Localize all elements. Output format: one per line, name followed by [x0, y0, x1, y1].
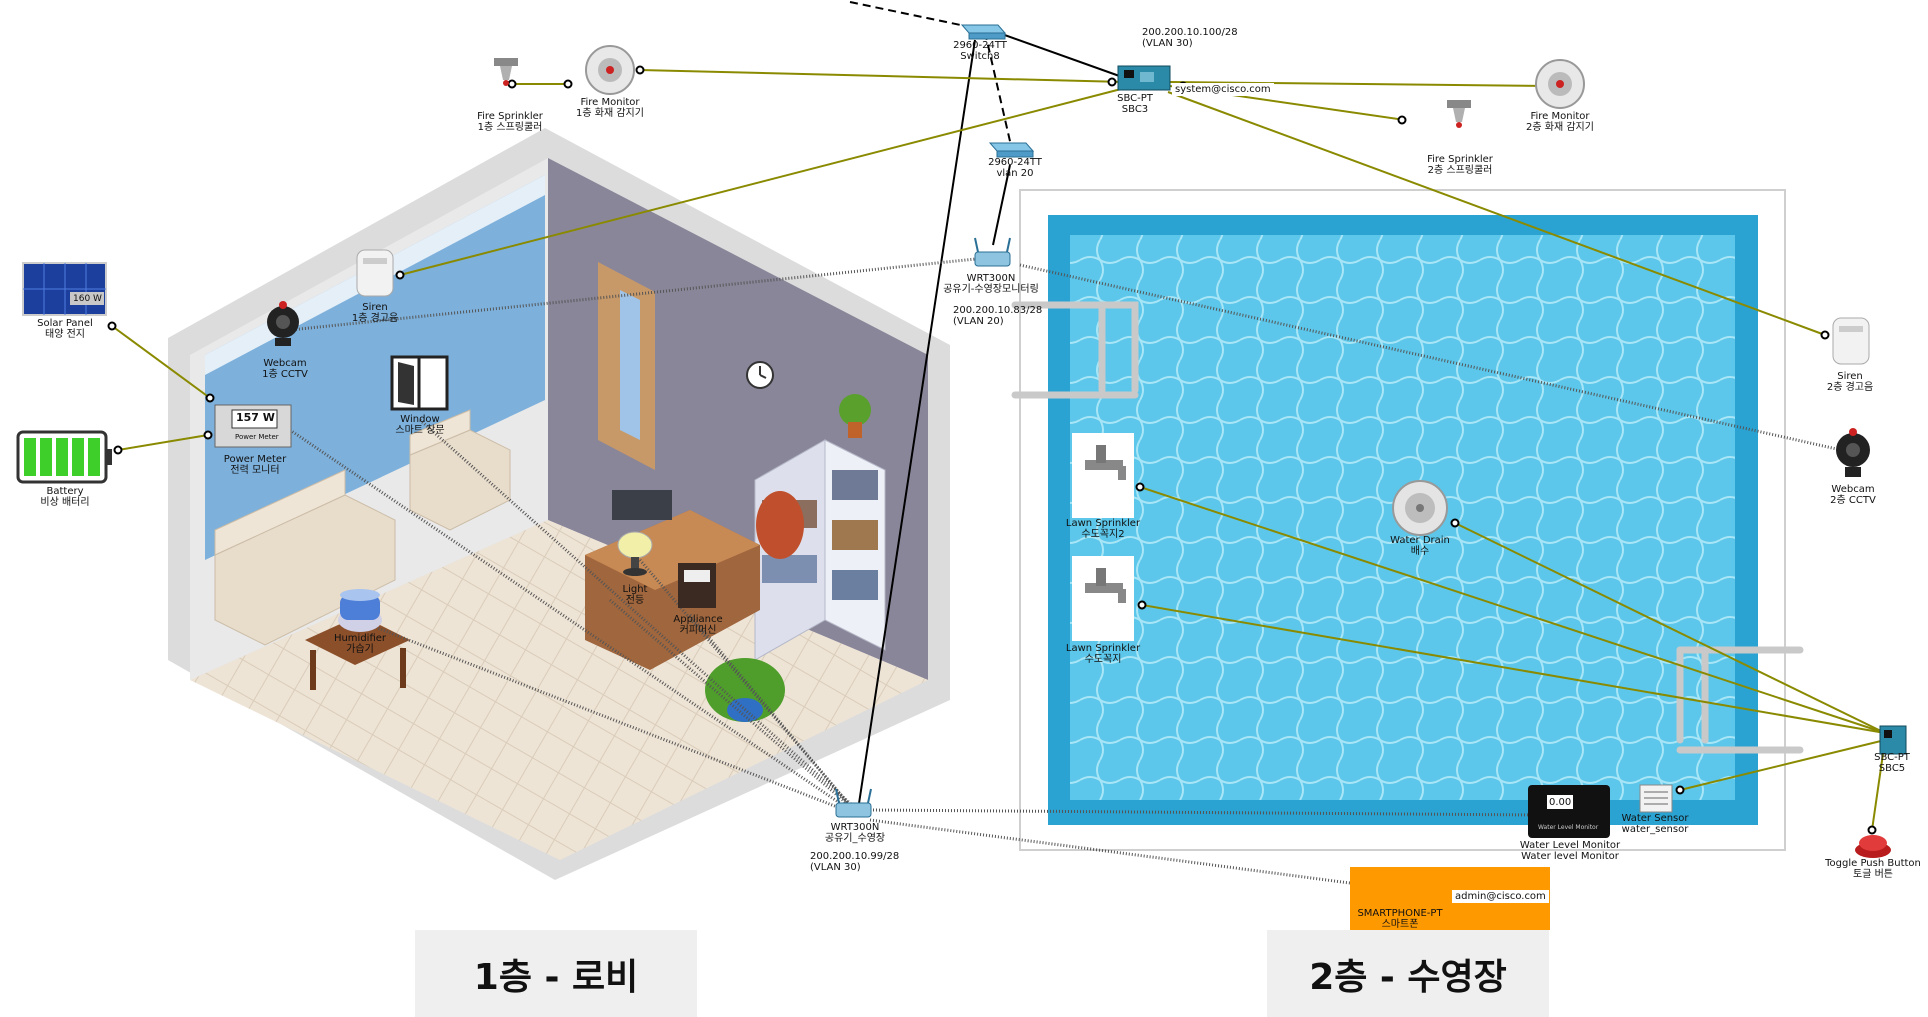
water-level-readout: 0.00	[1549, 797, 1572, 808]
fire-sprinkler-1-label: Fire Sprinkler 1층 스프링쿨러	[477, 111, 543, 133]
power-meter-readout: 157 W	[236, 411, 275, 424]
fire-sprinkler-2-icon[interactable]	[1447, 100, 1471, 128]
wrt-pool-router-icon[interactable]	[974, 237, 1011, 267]
toggle-button-label: Toggle Push Button 토글 버튼	[1825, 858, 1921, 880]
water-level-caption: Water Level Monitor	[1538, 824, 1599, 831]
siren-1-label: Siren 1층 경고음	[351, 302, 399, 324]
light-icon[interactable]	[617, 531, 653, 576]
appliance-label: Appliance 커피머신	[673, 614, 723, 636]
lawn-sprinkler-1-icon[interactable]	[1072, 433, 1134, 518]
water-level-monitor-icon[interactable]	[1528, 785, 1610, 838]
window-icon[interactable]	[390, 355, 449, 411]
wrt-lobby-router-icon[interactable]	[835, 788, 872, 818]
window-label: Window 스마트 창문	[395, 414, 445, 436]
power-meter-icon[interactable]	[214, 404, 292, 448]
light-label: Light 전등	[622, 584, 648, 606]
fire-sprinkler-1-icon[interactable]	[494, 58, 518, 86]
switch-vlan20-icon[interactable]	[988, 142, 1035, 158]
floor2-title: 2층 - 수영장	[1267, 930, 1549, 1017]
battery-label: Battery 비상 배터리	[40, 486, 90, 508]
smartphone-label: SMARTPHONE-PT 스마트폰	[1357, 908, 1443, 930]
wrt-pool-label: WRT300N 공유기-수영장모니터링	[943, 273, 1039, 295]
appliance-icon[interactable]	[678, 563, 716, 608]
lawn-sprinkler-1-label: Lawn Sprinkler 수도꼭지2	[1065, 518, 1141, 540]
smartphone-email: admin@cisco.com	[1452, 890, 1549, 903]
water-level-monitor-label: Water Level Monitor Water level Monitor	[1519, 840, 1621, 862]
siren-2-icon[interactable]	[1832, 317, 1870, 365]
wrt-lobby-ip-label: 200.200.10.99/28 (VLAN 30)	[810, 851, 900, 873]
lawn-sprinkler-2-label: Lawn Sprinkler 수도꼭지	[1065, 643, 1141, 665]
fire-monitor-2-label: Fire Monitor 2층 화재 감지기	[1526, 111, 1594, 133]
water-drain-label: Water Drain 배수	[1390, 535, 1450, 557]
lobby-room	[168, 128, 950, 880]
water-drain-icon[interactable]	[1392, 480, 1448, 536]
webcam-1-label: Webcam 1층 CCTV	[262, 358, 308, 380]
wrt-pool-ip-label: 200.200.10.83/28 (VLAN 20)	[953, 305, 1043, 327]
switch-vlan20-label: 2960-24TT vlan 20	[988, 157, 1042, 179]
sbc5-label: SBC-PT SBC5	[1874, 752, 1910, 774]
humidifier-label: Humidifier 가습기	[333, 633, 387, 655]
solar-readout: 160 W	[73, 294, 102, 304]
fire-monitor-1-label: Fire Monitor 1층 화재 감지기	[576, 97, 644, 119]
power-meter-label: Power Meter 전력 모니터	[223, 454, 287, 476]
wired-links	[111, 1, 1886, 831]
lawn-sprinkler-2-icon[interactable]	[1072, 556, 1134, 641]
webcam-1-icon[interactable]	[267, 301, 299, 346]
fire-monitor-2-icon[interactable]	[1535, 59, 1585, 109]
sbc5-icon[interactable]	[1879, 725, 1907, 755]
wrt-lobby-label: WRT300N 공유기_수영장	[824, 822, 886, 844]
webcam-2-label: Webcam 2층 CCTV	[1830, 484, 1876, 506]
webcam-2-icon[interactable]	[1836, 428, 1870, 477]
humidifier-icon[interactable]	[338, 589, 382, 632]
solar-panel-icon[interactable]	[22, 262, 107, 316]
sbc3-label: SBC-PT SBC3	[1117, 93, 1153, 115]
wireless-links	[289, 256, 1851, 889]
siren-2-label: Siren 2층 경고음	[1826, 371, 1874, 393]
toggle-push-button-icon[interactable]	[1855, 835, 1891, 858]
sbc3-email: system@cisco.com	[1172, 83, 1274, 96]
floor1-title: 1층 - 로비	[415, 930, 697, 1017]
sbc3-ip-label: 200.200.10.100/28 (VLAN 30)	[1142, 27, 1238, 49]
sbc3-icon[interactable]	[1117, 65, 1171, 91]
battery-icon[interactable]	[16, 430, 112, 484]
power-meter-caption: Power Meter	[235, 433, 279, 441]
solar-panel-label: Solar Panel 태양 전지	[37, 318, 93, 340]
water-sensor-label: Water Sensor water_sensor	[1621, 813, 1689, 835]
siren-1-icon[interactable]	[356, 249, 394, 297]
fire-sprinkler-2-label: Fire Sprinkler 2층 스프링쿨러	[1427, 154, 1493, 176]
switch8-label: 2960-24TT Switch8	[953, 40, 1007, 62]
water-sensor-icon[interactable]	[1639, 784, 1673, 813]
fire-monitor-1-icon[interactable]	[585, 45, 635, 95]
switch8-icon[interactable]	[960, 24, 1007, 40]
